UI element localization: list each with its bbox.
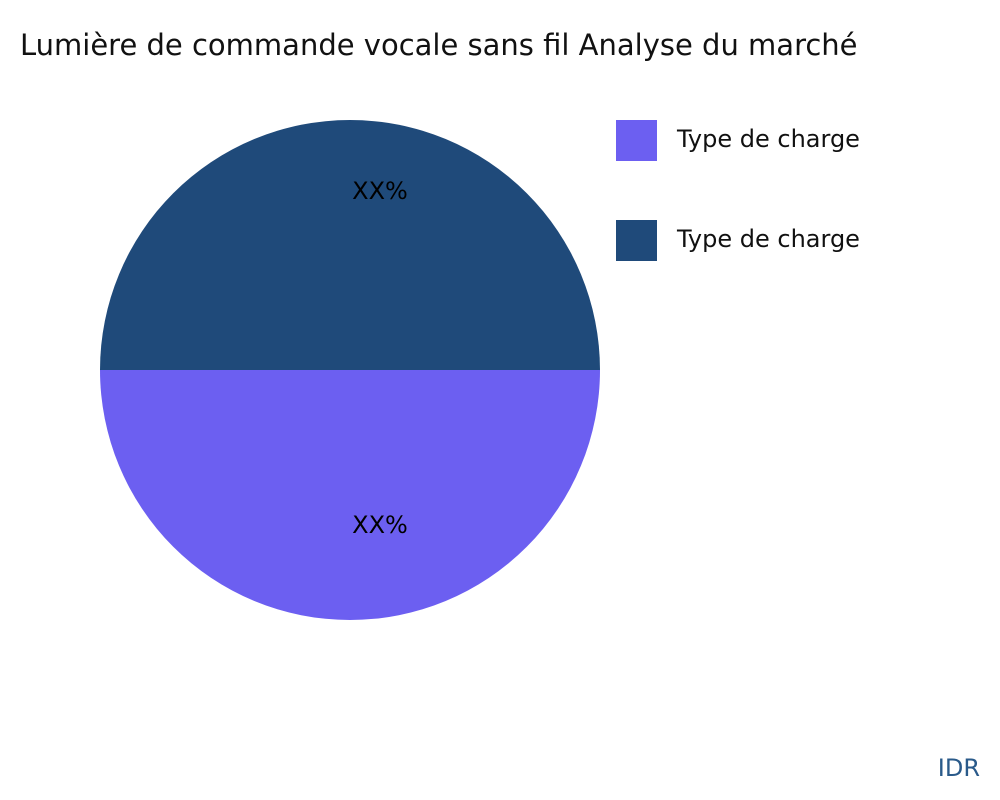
watermark: IDR (938, 754, 980, 782)
legend-swatch (616, 220, 657, 261)
pie-slice (100, 120, 600, 370)
pie-slice (100, 370, 600, 620)
legend-label: Type de charge (676, 125, 860, 153)
chart-title: Lumière de commande vocale sans fil Anal… (20, 28, 858, 62)
legend-label: Type de charge (676, 225, 860, 253)
slice-label: XX% (352, 177, 408, 205)
legend-swatch (616, 120, 657, 161)
slice-label: XX% (352, 511, 408, 539)
